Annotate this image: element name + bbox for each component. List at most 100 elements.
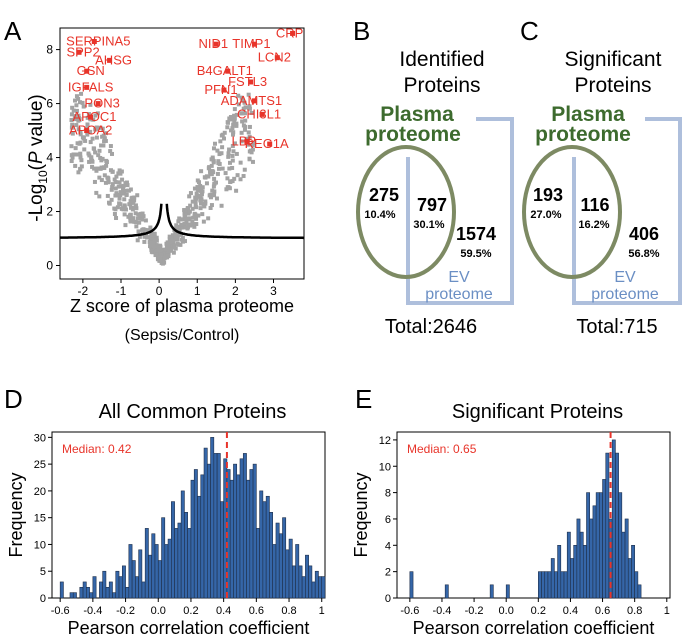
volcano-point [230,153,235,158]
volcano-point [114,174,119,179]
volcano-point [250,143,255,148]
volcano-point [225,176,230,181]
volcano-point [73,98,78,103]
volcano-point [117,196,122,201]
volcano-point [74,103,79,108]
volcano-point [215,171,220,176]
labeled-point [225,68,231,74]
median-label: Median: 0.42 [62,442,132,456]
volcano-point [124,188,129,193]
histogram-bar [229,479,234,599]
volcano-point [240,97,245,102]
protein-label: IGFALS [68,79,114,94]
y-tick-label: 0 [40,593,46,605]
volcano-point [229,128,234,133]
volcano-point [212,141,217,146]
y-axis-label: Freqeuncy [351,472,371,557]
volcano-point [121,191,126,196]
plasma-label-2: proteome [365,123,461,146]
volcano-point [230,158,235,163]
volcano-point [198,183,203,188]
volcano-point [70,105,75,110]
labeled-point [88,114,93,120]
volcano-point [208,205,213,210]
volcano-point [212,189,217,194]
volcano-point [234,121,239,126]
venn-c-title-2: Proteins [574,74,651,97]
labeled-point [248,79,254,85]
volcano-point [169,247,174,252]
y-tick-label: 0 [385,593,391,605]
volcano-point [130,195,135,200]
volcano-point [218,139,223,144]
volcano-point [182,208,187,213]
volcano-point [202,175,207,180]
histogram-bar [560,571,565,599]
volcano-frame [59,27,305,280]
volcano-point [163,247,168,252]
ev-box-c [572,117,682,305]
volcano-point [157,245,162,250]
volcano-point [118,171,123,176]
venn-b-title-1: Identified [399,48,484,71]
y-tick-label: 6 [46,97,53,111]
histogram-bar [220,501,224,599]
volcano-point [103,131,108,136]
volcano-point [216,166,221,171]
volcano-axes: -2 -1 0 1 2 3 0 2 4 6 8 [46,43,277,298]
volcano-point [92,166,97,171]
histogram-bar [151,533,156,599]
volcano-point [239,95,244,100]
volcano-point [101,133,106,138]
volcano-point [128,219,133,224]
panel-label-a: A [4,16,22,46]
volcano-point [128,215,133,220]
histogram-bar [505,584,510,599]
volcano-point [159,252,164,257]
volcano-point [110,169,115,174]
histogram-bar [570,558,574,599]
volcano-point [97,148,102,153]
histogram-bar [275,522,280,599]
volcano-point [196,187,201,192]
volcano-point [220,166,225,171]
volcano-point [131,216,136,221]
volcano-point [122,212,127,217]
x-tick-label: 0.0 [151,605,166,617]
volcano-point [85,132,90,137]
volcano-point [127,202,132,207]
volcano-point [200,185,205,190]
volcano-point [234,123,239,128]
volcano-point [78,130,83,135]
y-tick-label: 8 [46,43,53,57]
volcano-point [177,242,182,247]
volcano-point [82,147,87,152]
volcano-point [226,151,231,156]
protein-label: LBP [232,133,257,148]
volcano-point [183,225,188,230]
volcano-point [194,191,199,196]
volcano-point [219,203,224,208]
volcano-point [211,184,216,189]
volcano-point [220,132,225,137]
volcano-point [235,173,240,178]
histogram-bar [311,581,316,599]
volcano-point [219,151,224,156]
volcano-point [78,100,83,105]
volcano-point [75,152,80,157]
venn-c-left-count: 193 [533,185,563,205]
volcano-point [194,221,199,226]
volcano-point [158,258,163,263]
labeled-point [84,128,90,134]
volcano-point [91,117,96,122]
volcano-point [216,161,221,166]
volcano-point [89,155,94,160]
volcano-point [94,190,99,195]
y-label-suffix: value) [26,94,47,151]
venn-b-left-pct: 10.4% [364,209,395,221]
volcano-point [230,132,235,137]
venn-c-left-pct: 27.0% [530,209,561,221]
volcano-point [73,117,78,122]
histogram-bar [161,517,166,599]
labeled-point [259,111,265,117]
